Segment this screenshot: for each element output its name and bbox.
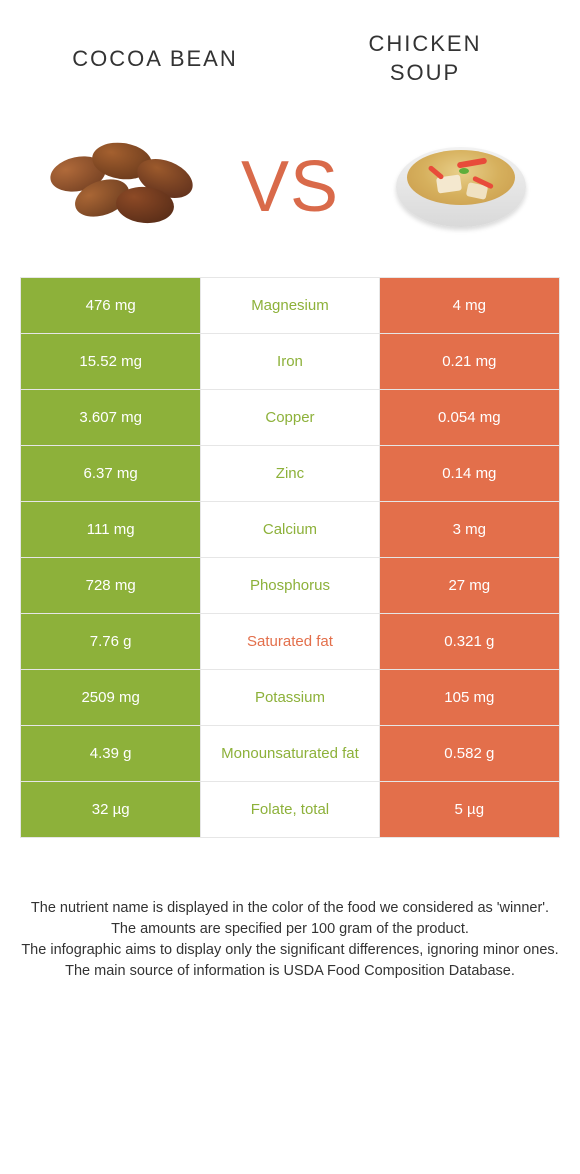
- left-value: 6.37 mg: [21, 446, 200, 501]
- left-value: 7.76 g: [21, 614, 200, 669]
- left-value: 3.607 mg: [21, 390, 200, 445]
- table-row: 476 mgMagnesium4 mg: [20, 278, 560, 334]
- left-value: 476 mg: [21, 278, 200, 333]
- left-food-image: [44, 127, 194, 247]
- nutrient-name: Monounsaturated fat: [200, 726, 379, 781]
- nutrient-name: Calcium: [200, 502, 379, 557]
- left-title-col: COCOA BEAN: [20, 30, 290, 87]
- left-food-title: COCOA BEAN: [72, 46, 237, 72]
- table-row: 111 mgCalcium3 mg: [20, 502, 560, 558]
- nutrient-name: Potassium: [200, 670, 379, 725]
- nutrient-name: Folate, total: [200, 782, 379, 837]
- table-row: 32 µgFolate, total5 µg: [20, 782, 560, 838]
- right-value: 0.054 mg: [380, 390, 559, 445]
- cocoa-beans-icon: [44, 137, 194, 237]
- footnote-line: The nutrient name is displayed in the co…: [20, 898, 560, 919]
- table-row: 728 mgPhosphorus27 mg: [20, 558, 560, 614]
- nutrient-table: 476 mgMagnesium4 mg15.52 mgIron0.21 mg3.…: [20, 277, 560, 838]
- nutrient-name: Magnesium: [200, 278, 379, 333]
- table-row: 7.76 gSaturated fat0.321 g: [20, 614, 560, 670]
- right-value: 4 mg: [380, 278, 559, 333]
- nutrient-name: Saturated fat: [200, 614, 379, 669]
- footnote-line: The main source of information is USDA F…: [20, 961, 560, 982]
- vs-label: VS: [241, 146, 339, 228]
- table-row: 6.37 mgZinc0.14 mg: [20, 446, 560, 502]
- right-title-col: CHICKENSOUP: [290, 30, 560, 87]
- nutrient-name: Zinc: [200, 446, 379, 501]
- nutrient-name: Copper: [200, 390, 379, 445]
- left-value: 2509 mg: [21, 670, 200, 725]
- chicken-soup-icon: [391, 132, 531, 242]
- right-value: 0.14 mg: [380, 446, 559, 501]
- table-row: 2509 mgPotassium105 mg: [20, 670, 560, 726]
- footnote-line: The amounts are specified per 100 gram o…: [20, 919, 560, 940]
- right-value: 0.21 mg: [380, 334, 559, 389]
- left-value: 111 mg: [21, 502, 200, 557]
- right-value: 0.321 g: [380, 614, 559, 669]
- right-value: 105 mg: [380, 670, 559, 725]
- left-value: 728 mg: [21, 558, 200, 613]
- left-value: 4.39 g: [21, 726, 200, 781]
- nutrient-name: Phosphorus: [200, 558, 379, 613]
- right-food-title: CHICKENSOUP: [368, 30, 481, 87]
- table-row: 4.39 gMonounsaturated fat0.582 g: [20, 726, 560, 782]
- nutrient-name: Iron: [200, 334, 379, 389]
- right-value: 27 mg: [380, 558, 559, 613]
- right-food-image: [386, 127, 536, 247]
- header: COCOA BEAN CHICKENSOUP: [0, 0, 580, 97]
- right-value: 5 µg: [380, 782, 559, 837]
- table-row: 3.607 mgCopper0.054 mg: [20, 390, 560, 446]
- footnote-line: The infographic aims to display only the…: [20, 940, 560, 961]
- table-row: 15.52 mgIron0.21 mg: [20, 334, 560, 390]
- right-value: 3 mg: [380, 502, 559, 557]
- left-value: 15.52 mg: [21, 334, 200, 389]
- right-value: 0.582 g: [380, 726, 559, 781]
- footnotes: The nutrient name is displayed in the co…: [0, 898, 580, 982]
- left-value: 32 µg: [21, 782, 200, 837]
- hero-row: VS: [0, 97, 580, 277]
